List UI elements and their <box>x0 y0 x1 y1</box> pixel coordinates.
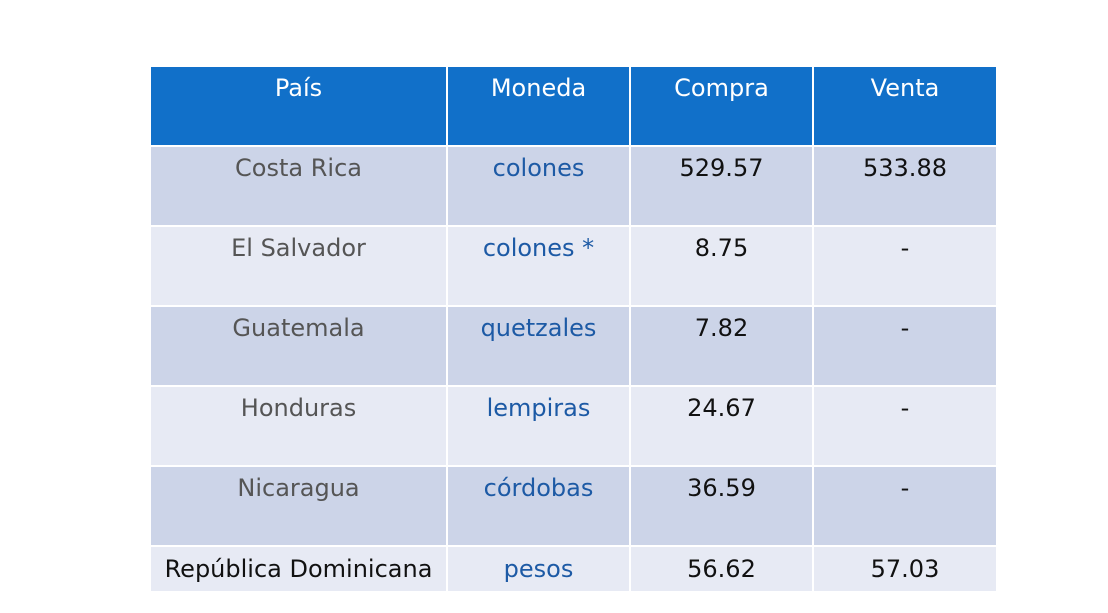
header-moneda: Moneda <box>447 67 631 147</box>
cell-moneda: colones <box>447 146 631 227</box>
cell-pais: Honduras <box>151 386 448 467</box>
table-row: Guatemala quetzales 7.82 - <box>151 306 996 387</box>
exchange-rate-table: País Moneda Compra Venta Costa Rica colo… <box>151 67 996 591</box>
cell-moneda: quetzales <box>447 306 631 387</box>
table-header-row: País Moneda Compra Venta <box>151 67 996 147</box>
cell-pais: Costa Rica <box>151 146 448 227</box>
cell-moneda: lempiras <box>447 386 631 467</box>
exchange-rate-table-container: País Moneda Compra Venta Costa Rica colo… <box>151 67 996 591</box>
cell-pais: República Dominicana <box>151 546 448 591</box>
cell-compra: 8.75 <box>630 226 814 307</box>
header-venta: Venta <box>813 67 996 147</box>
cell-pais: Nicaragua <box>151 466 448 547</box>
table-row: El Salvador colones * 8.75 - <box>151 226 996 307</box>
cell-venta: - <box>813 386 996 467</box>
cell-compra: 529.57 <box>630 146 814 227</box>
cell-compra: 56.62 <box>630 546 814 591</box>
cell-moneda: córdobas <box>447 466 631 547</box>
cell-venta: - <box>813 226 996 307</box>
cell-venta: 533.88 <box>813 146 996 227</box>
table-row: Honduras lempiras 24.67 - <box>151 386 996 467</box>
table-row: Nicaragua córdobas 36.59 - <box>151 466 996 547</box>
cell-compra: 36.59 <box>630 466 814 547</box>
cell-venta: - <box>813 466 996 547</box>
cell-pais: El Salvador <box>151 226 448 307</box>
header-pais: País <box>151 67 448 147</box>
cell-compra: 24.67 <box>630 386 814 467</box>
cell-moneda: colones * <box>447 226 631 307</box>
cell-compra: 7.82 <box>630 306 814 387</box>
cell-moneda: pesos <box>447 546 631 591</box>
table-row: Costa Rica colones 529.57 533.88 <box>151 146 996 227</box>
cell-venta: - <box>813 306 996 387</box>
table-row: República Dominicana pesos 56.62 57.03 <box>151 546 996 591</box>
header-compra: Compra <box>630 67 814 147</box>
cell-pais: Guatemala <box>151 306 448 387</box>
cell-venta: 57.03 <box>813 546 996 591</box>
